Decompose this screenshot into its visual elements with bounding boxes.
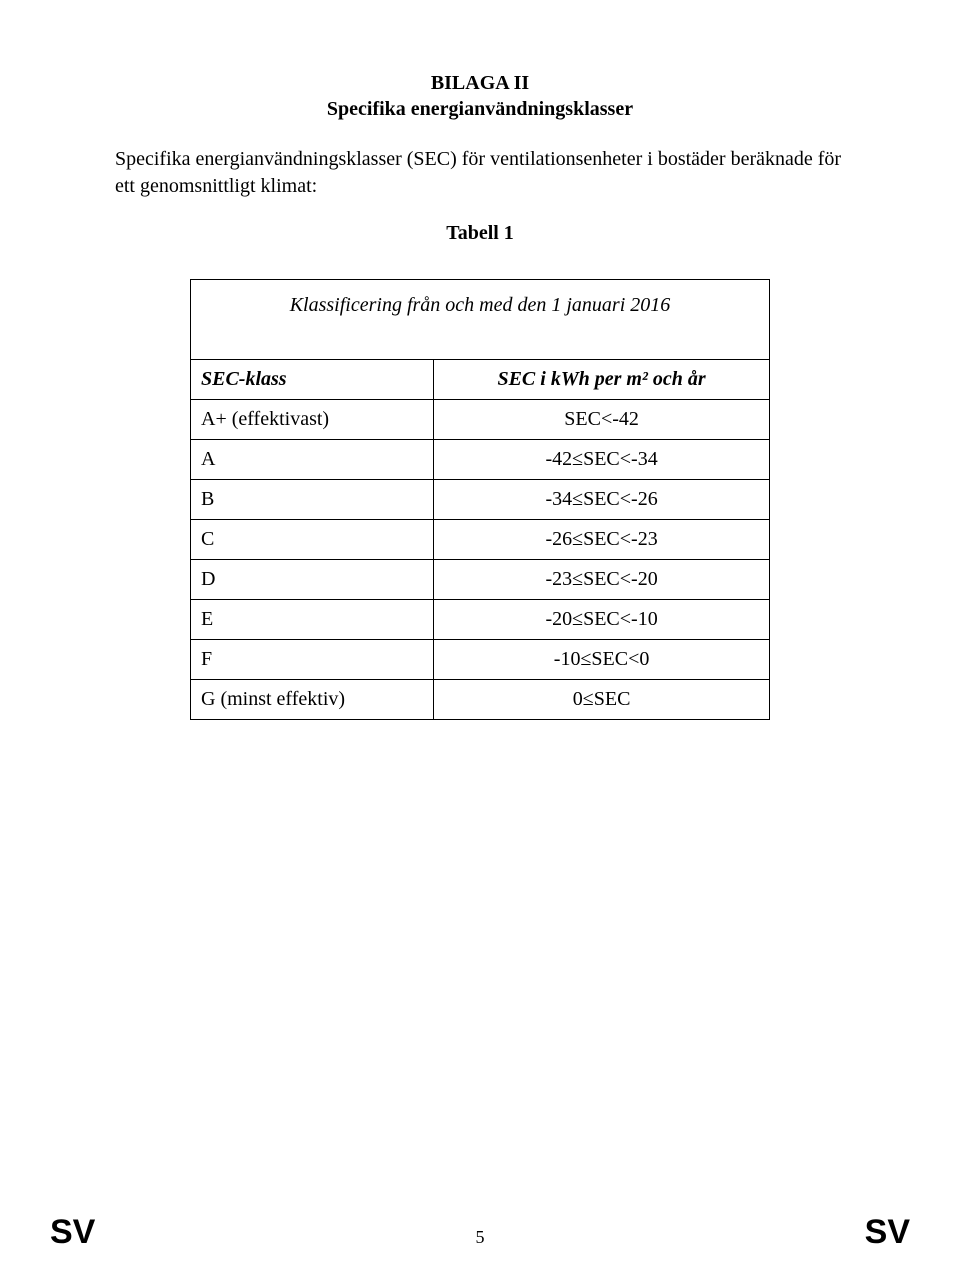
column-header-row: SEC-klass SEC i kWh per m² och år xyxy=(191,360,770,400)
table-row: C -26≤SEC<-23 xyxy=(191,520,770,560)
cell-class: D xyxy=(191,560,434,600)
cell-value: -34≤SEC<-26 xyxy=(434,480,770,520)
title-line1: BILAGA II xyxy=(115,70,845,96)
classification-header: Klassificering från och med den 1 januar… xyxy=(191,280,770,360)
table-row: G (minst effektiv) 0≤SEC xyxy=(191,680,770,720)
cell-value: -23≤SEC<-20 xyxy=(434,560,770,600)
table-row: F -10≤SEC<0 xyxy=(191,640,770,680)
title-block: BILAGA II Specifika energianvändningskla… xyxy=(115,70,845,122)
cell-value: -20≤SEC<-10 xyxy=(434,600,770,640)
sec-table: Klassificering från och med den 1 januar… xyxy=(190,279,770,720)
cell-value: 0≤SEC xyxy=(434,680,770,720)
footer-right: SV xyxy=(865,1213,910,1252)
title-line2: Specifika energianvändningsklasser xyxy=(115,96,845,122)
table-row: B -34≤SEC<-26 xyxy=(191,480,770,520)
cell-class: G (minst effektiv) xyxy=(191,680,434,720)
cell-class: F xyxy=(191,640,434,680)
cell-value: -26≤SEC<-23 xyxy=(434,520,770,560)
table-caption: Tabell 1 xyxy=(115,222,845,245)
table-row: D -23≤SEC<-20 xyxy=(191,560,770,600)
col-header-left: SEC-klass xyxy=(191,360,434,400)
cell-class: E xyxy=(191,600,434,640)
classification-header-row: Klassificering från och med den 1 januar… xyxy=(191,280,770,360)
cell-class: C xyxy=(191,520,434,560)
table-row: A+ (effektivast) SEC<-42 xyxy=(191,400,770,440)
cell-value: -10≤SEC<0 xyxy=(434,640,770,680)
table-row: E -20≤SEC<-10 xyxy=(191,600,770,640)
intro-paragraph: Specifika energianvändningsklasser (SEC)… xyxy=(115,146,845,200)
cell-class: A+ (effektivast) xyxy=(191,400,434,440)
cell-class: A xyxy=(191,440,434,480)
cell-class: B xyxy=(191,480,434,520)
page: BILAGA II Specifika energianvändningskla… xyxy=(0,0,960,720)
footer-page-number: 5 xyxy=(0,1227,960,1248)
cell-value: -42≤SEC<-34 xyxy=(434,440,770,480)
table-row: A -42≤SEC<-34 xyxy=(191,440,770,480)
cell-value: SEC<-42 xyxy=(434,400,770,440)
col-header-right: SEC i kWh per m² och år xyxy=(434,360,770,400)
